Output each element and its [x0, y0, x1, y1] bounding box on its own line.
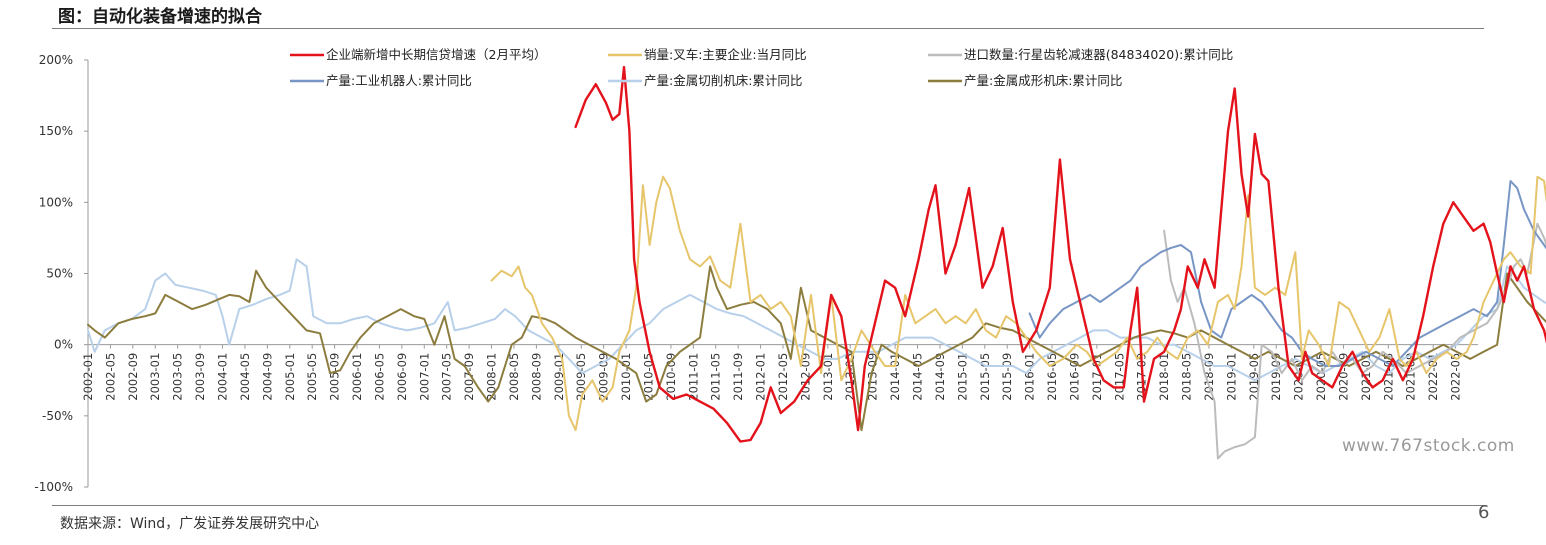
x-tick-label: 2019-01 — [1224, 353, 1238, 401]
y-tick-label: 200% — [39, 53, 73, 67]
series-line-0 — [574, 65, 1546, 443]
x-tick-label: 2018-05 — [1180, 353, 1194, 401]
x-tick-label: 2011-05 — [709, 353, 723, 401]
x-tick-label: 2008-09 — [529, 353, 543, 401]
x-tick-label: 2006-09 — [395, 353, 409, 401]
legend: 企业端新增中长期信贷增速（2月平均） 销量:叉车:主要企业:当月同比 进口数量:行星… — [290, 47, 1233, 88]
x-tick-label: 2019-09 — [1269, 353, 1283, 401]
source-note: 数据来源：Wind，广发证券发展研究中心 — [60, 516, 320, 532]
x-tick-label: 2002-09 — [126, 353, 140, 401]
x-tick-label: 2007-01 — [417, 353, 431, 401]
x-tick-label: 2003-09 — [193, 353, 207, 401]
x-tick-label: 2007-09 — [462, 353, 476, 401]
x-tick-label: 2011-01 — [686, 353, 700, 401]
x-tick-label: 2008-01 — [485, 353, 499, 401]
x-tick-label: 2004-01 — [216, 353, 230, 401]
x-tick-label: 2018-01 — [1157, 353, 1171, 401]
x-tick-label: 2010-05 — [641, 353, 655, 401]
y-tick-label: 0% — [54, 338, 73, 352]
x-tick-label: 2016-01 — [1023, 353, 1037, 401]
x-tick-label: 2016-05 — [1045, 353, 1059, 401]
x-tick-label: 2012-05 — [776, 353, 790, 401]
legend-label-3: 产量:工业机器人:累计同比 — [326, 73, 472, 88]
series-lines — [87, 65, 1546, 460]
x-tick-label: 2017-05 — [1112, 353, 1126, 401]
legend-label-2: 进口数量:行星齿轮减速器(84834020):累计同比 — [964, 47, 1233, 62]
x-tick-label: 2019-05 — [1247, 353, 1261, 401]
x-tick-label: 2014-01 — [888, 353, 902, 401]
legend-label-0: 企业端新增中长期信贷增速（2月平均） — [326, 47, 546, 62]
x-tick-label: 2014-09 — [933, 353, 947, 401]
x-tick-label: 2003-05 — [171, 353, 185, 401]
x-tick-label: 2022-05 — [1449, 353, 1463, 401]
x-tick-label: 2002-01 — [81, 353, 95, 401]
legend-label-4: 产量:金属切削机床:累计同比 — [644, 73, 802, 88]
x-tick-label: 2009-05 — [574, 353, 588, 401]
x-tick-label: 2006-05 — [372, 353, 386, 401]
bottom-rule — [52, 505, 1484, 506]
x-tick-label: 2012-01 — [754, 353, 768, 401]
x-tick-label: 2004-09 — [260, 353, 274, 401]
x-tick-label: 2002-05 — [103, 353, 117, 401]
x-tick-label: 2011-09 — [731, 353, 745, 401]
legend-label-5: 产量:金属成形机床:累计同比 — [964, 73, 1122, 88]
x-tick-label: 2005-09 — [328, 353, 342, 401]
legend-label-1: 销量:叉车:主要企业:当月同比 — [644, 47, 807, 62]
y-tick-label: 150% — [39, 124, 73, 138]
x-tick-label: 2005-05 — [305, 353, 319, 401]
top-rule — [52, 28, 1484, 29]
x-tick-label: 2005-01 — [283, 353, 297, 401]
chart-title: 图：自动化装备增速的拟合 — [58, 7, 262, 27]
x-tick-label: 2008-05 — [507, 353, 521, 401]
x-tick-label: 2015-09 — [1000, 353, 1014, 401]
x-tick-label: 2014-05 — [911, 353, 925, 401]
x-tick-label: 2010-01 — [619, 353, 633, 401]
x-tick-label: 2007-05 — [440, 353, 454, 401]
y-tick-label: -100% — [34, 480, 73, 494]
x-tick-label: 2015-01 — [955, 353, 969, 401]
y-axis: -100% -50% 0% 50% 100% 150% 200% — [34, 53, 89, 494]
x-tick-label: 2006-01 — [350, 353, 364, 401]
y-tick-label: -50% — [42, 409, 73, 423]
series-line-1 — [490, 175, 1546, 432]
x-tick-label: 2015-05 — [978, 353, 992, 401]
y-tick-label: 50% — [46, 267, 73, 281]
x-tick-label: 2003-01 — [148, 353, 162, 401]
y-tick-label: 100% — [39, 195, 73, 209]
x-tick-label: 2004-05 — [238, 353, 252, 401]
watermark: www.767stock.com — [1342, 436, 1515, 456]
page-number: 6 — [1478, 502, 1490, 523]
x-tick-label: 2013-01 — [821, 353, 835, 401]
series-line-5 — [87, 265, 1546, 432]
x-tick-label: 2022-01 — [1426, 353, 1440, 401]
series-line-3 — [1028, 180, 1546, 367]
